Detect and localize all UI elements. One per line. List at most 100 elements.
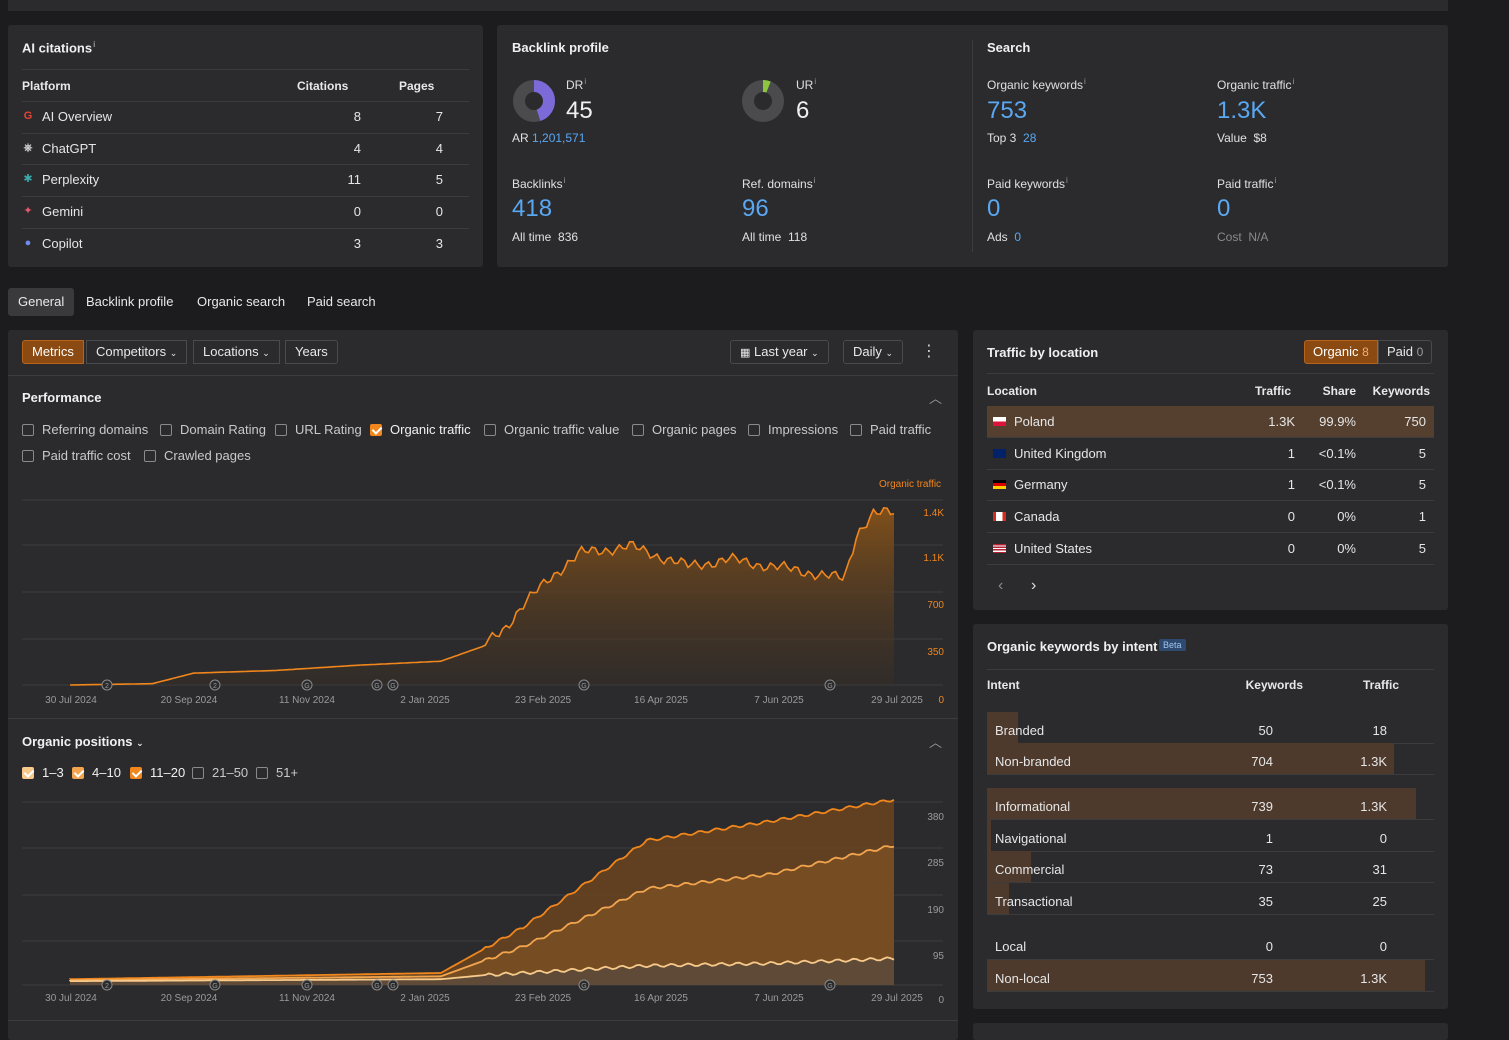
citations-count[interactable]: 4	[353, 140, 361, 156]
info-icon[interactable]: i	[93, 40, 96, 49]
location-name[interactable]: Germany	[1014, 477, 1068, 493]
competitors-button[interactable]: Competitors ⌄	[86, 340, 188, 364]
annotation-marker[interactable]	[387, 979, 399, 991]
organic-positions-title[interactable]: Organic positions ⌄	[22, 734, 144, 749]
checkbox[interactable]	[275, 424, 287, 436]
checkbox-label[interactable]: Domain Rating	[180, 422, 266, 437]
location-keywords[interactable]: 750	[1404, 414, 1426, 429]
checkbox[interactable]	[130, 767, 142, 779]
checkbox-label[interactable]: Crawled pages	[164, 448, 251, 463]
info-icon[interactable]: i	[1292, 77, 1295, 86]
paid-traffic-value[interactable]: 0	[1217, 195, 1231, 222]
checkbox-label[interactable]: Organic traffic	[390, 422, 471, 437]
collapse-chevron-icon[interactable]: ︿	[929, 735, 943, 750]
organic-traffic-line[interactable]	[69, 506, 895, 686]
backlinks-value[interactable]: 418	[512, 195, 553, 222]
checkbox[interactable]	[22, 450, 34, 462]
location-name[interactable]: United Kingdom	[1014, 445, 1107, 461]
years-button[interactable]: Years	[285, 340, 338, 364]
citations-count[interactable]: 0	[353, 204, 361, 220]
checkbox-label[interactable]: Paid traffic cost	[42, 448, 131, 463]
date-range-button[interactable]: ▦ Last year ⌄	[730, 340, 829, 364]
annotation-marker[interactable]	[301, 679, 313, 691]
tab-general[interactable]: General	[8, 288, 75, 316]
intent-keywords[interactable]: 739	[1251, 799, 1273, 814]
info-icon[interactable]: i	[584, 77, 587, 86]
checkbox-label[interactable]: URL Rating	[295, 422, 362, 437]
annotation-marker[interactable]	[824, 979, 836, 991]
intent-keywords[interactable]: 35	[1258, 894, 1273, 909]
tab-organic-search[interactable]: Organic search	[197, 294, 286, 309]
locations-button[interactable]: Locations ⌄	[193, 340, 280, 364]
location-keywords[interactable]: 5	[1418, 445, 1426, 461]
intent-keywords[interactable]: 1	[1265, 831, 1273, 846]
intent-keywords[interactable]: 0	[1265, 939, 1273, 954]
info-icon[interactable]: i	[1274, 176, 1277, 185]
citations-count[interactable]: 8	[353, 109, 361, 124]
metrics-button[interactable]: Metrics	[22, 340, 84, 364]
prev-page-icon[interactable]: ‹	[998, 577, 1004, 594]
intent-keywords[interactable]: 753	[1251, 971, 1273, 986]
info-icon[interactable]: i	[563, 176, 566, 185]
checkbox[interactable]	[160, 424, 172, 436]
checkbox-label[interactable]: Organic traffic value	[504, 422, 620, 437]
annotation-marker[interactable]	[209, 979, 221, 991]
checkbox[interactable]	[850, 424, 862, 436]
annotation-marker[interactable]	[824, 679, 836, 691]
annotation-marker[interactable]	[101, 679, 113, 691]
org-traffic-value[interactable]: 1.3K	[1217, 97, 1267, 124]
next-page-icon[interactable]: ›	[1031, 577, 1037, 594]
checkbox-label[interactable]: 11–20	[150, 765, 186, 780]
checkbox[interactable]	[632, 424, 644, 436]
intent-keywords[interactable]: 73	[1258, 862, 1273, 877]
checkbox-label[interactable]: Impressions	[768, 422, 839, 437]
top3-value[interactable]: 28	[1023, 131, 1037, 145]
location-keywords[interactable]: 5	[1418, 477, 1426, 493]
positions-line-2[interactable]	[69, 799, 895, 981]
annotation-marker[interactable]	[209, 679, 221, 691]
tab-backlink-profile[interactable]: Backlink profile	[86, 294, 174, 309]
checkbox[interactable]	[22, 767, 34, 779]
annotation-marker[interactable]	[371, 679, 383, 691]
annotation-marker[interactable]	[578, 679, 590, 691]
location-name[interactable]: United States	[1014, 540, 1093, 556]
info-icon[interactable]: i	[814, 77, 817, 86]
collapse-chevron-icon[interactable]: ︿	[929, 391, 943, 406]
location-keywords[interactable]: 5	[1418, 540, 1426, 556]
more-options-icon[interactable]: ⋮	[921, 343, 937, 360]
checkbox[interactable]	[72, 767, 84, 779]
checkbox[interactable]	[484, 424, 496, 436]
positions-line-0[interactable]	[69, 956, 895, 982]
refdomains-value[interactable]: 96	[742, 195, 769, 222]
checkbox-label[interactable]: Organic pages	[652, 422, 737, 437]
intent-keywords[interactable]: 50	[1258, 723, 1273, 738]
checkbox[interactable]	[256, 767, 268, 779]
ar-value[interactable]: 1,201,571	[532, 131, 586, 145]
intent-keywords[interactable]: 704	[1251, 754, 1273, 769]
tab-paid-search[interactable]: Paid search	[307, 294, 376, 309]
location-name[interactable]: Poland	[1014, 414, 1055, 429]
checkbox-label[interactable]: Referring domains	[42, 422, 149, 437]
info-icon[interactable]: i	[813, 176, 816, 185]
checkbox[interactable]	[748, 424, 760, 436]
checkbox[interactable]	[144, 450, 156, 462]
checkbox[interactable]	[22, 424, 34, 436]
paid-toggle[interactable]: Paid 0	[1378, 340, 1433, 364]
annotation-marker[interactable]	[301, 979, 313, 991]
citations-count[interactable]: 11	[347, 172, 362, 188]
checkbox-label[interactable]: 21–50	[212, 765, 249, 780]
annotation-marker[interactable]	[578, 979, 590, 991]
interval-button[interactable]: Daily ⌄	[843, 340, 904, 364]
checkbox-label[interactable]: 1–3	[42, 765, 64, 780]
annotation-marker[interactable]	[387, 679, 399, 691]
annotation-marker[interactable]	[101, 979, 113, 991]
checkbox-label[interactable]: 51+	[276, 765, 299, 780]
positions-line-1[interactable]	[69, 845, 895, 982]
checkbox[interactable]	[192, 767, 204, 779]
checkbox-label[interactable]: Paid traffic	[870, 422, 932, 437]
annotation-marker[interactable]	[371, 979, 383, 991]
location-keywords[interactable]: 1	[1418, 509, 1426, 525]
location-name[interactable]: Canada	[1014, 509, 1060, 525]
checkbox[interactable]	[370, 424, 382, 436]
citations-count[interactable]: 3	[353, 235, 361, 251]
